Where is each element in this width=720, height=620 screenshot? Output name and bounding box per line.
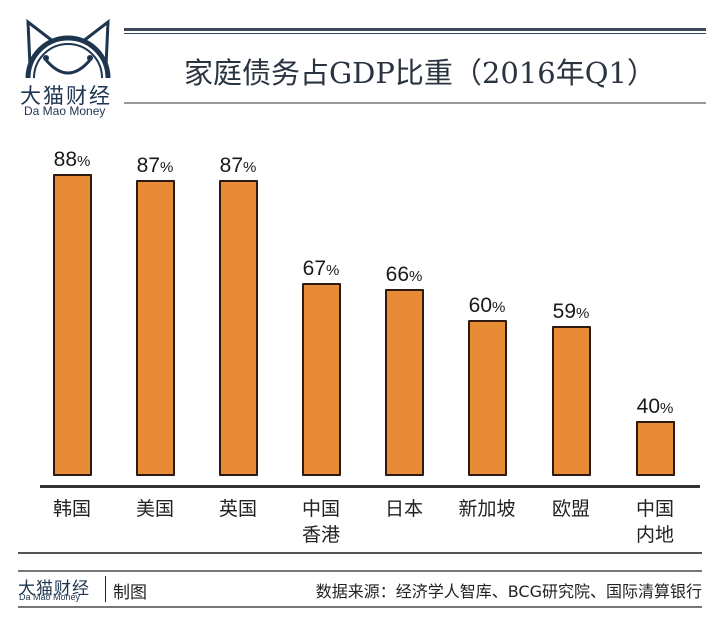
footer-made-by: 制图 (113, 583, 147, 603)
category-label: 美国 (135, 498, 174, 520)
bar-uk (219, 180, 258, 476)
bar-korea (53, 174, 92, 476)
bar-value-label: 87% (136, 154, 174, 177)
bar-china-mainland (636, 421, 675, 476)
bar-usa (136, 180, 175, 476)
title-rule-top (124, 28, 706, 31)
title-rule-top-thin (124, 33, 706, 34)
category-label: 新加坡 (458, 498, 516, 520)
cat-logo-icon (25, 18, 111, 79)
footer-rule-top (18, 570, 702, 572)
bar-value-label: 59% (552, 300, 590, 323)
bar-value-label: 60% (468, 294, 506, 317)
bar-japan (385, 289, 424, 476)
bar-value-label: 67% (302, 257, 340, 280)
brand-name-en: Da Mao Money (24, 104, 106, 118)
category-label: 中国 香港 (301, 498, 340, 546)
brand-name-cn: 大猫财经 (20, 84, 112, 108)
bar-singapore (468, 320, 507, 476)
category-label: 日本 (384, 498, 423, 520)
footer-brand-en: Da Mao Money (19, 592, 81, 602)
bar-eu (552, 326, 591, 476)
chart-bottom-rule (18, 552, 702, 554)
footer-brand-cn: 大猫财经 (18, 579, 90, 599)
title-rule-bottom (124, 102, 706, 104)
footer-source: 数据来源：经济学人智库、BCG研究院、国际清算银行 (315, 582, 702, 601)
bar-value-label: 87% (219, 154, 257, 177)
x-axis-line (40, 485, 700, 488)
bar-hongkong (302, 283, 341, 476)
chart-title: 家庭债务占GDP比重（2016年Q1） (184, 56, 656, 90)
footer-rule-bottom (18, 606, 702, 608)
category-label: 中国 内地 (635, 498, 674, 546)
category-label: 韩国 (52, 498, 91, 520)
category-label: 欧盟 (551, 498, 590, 520)
bar-value-label: 66% (385, 263, 423, 286)
bar-value-label: 88% (53, 148, 91, 171)
bar-value-label: 40% (636, 395, 674, 418)
footer-divider (105, 576, 106, 602)
category-label: 英国 (218, 498, 257, 520)
